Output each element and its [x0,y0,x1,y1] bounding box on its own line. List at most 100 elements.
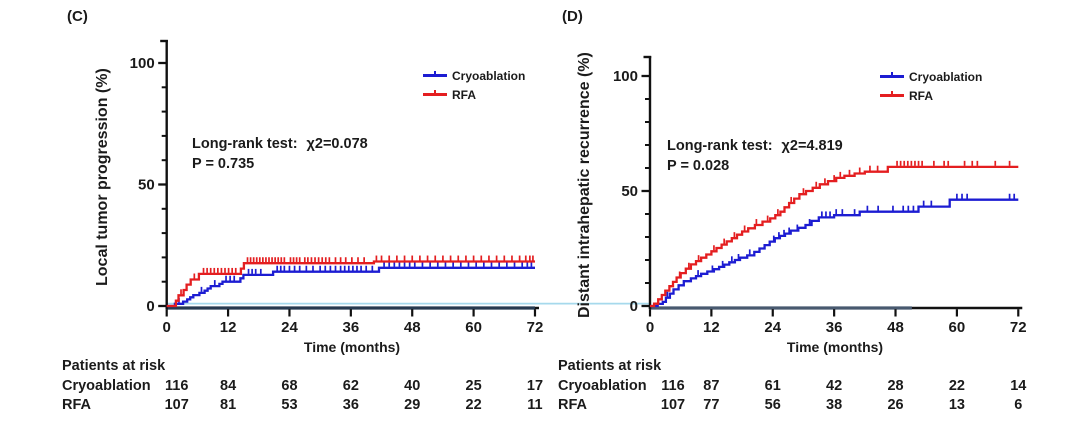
x-tick-label: 36 [826,319,843,336]
at-risk-count: 61 [764,378,781,394]
x-tick-label: 48 [404,319,421,336]
legend-entry-cryoablation: Cryoablation [423,66,525,85]
at-risk-count: 11 [527,397,543,413]
test-label: Long-rank test: [192,136,298,152]
p-value: P = 0.028 [667,158,730,174]
y-tick-label: 100 [613,68,638,85]
panel-C-plot: 0 12 24 36 48 60 72 0 50 100 [130,39,544,336]
at-risk-count: 107 [164,397,189,413]
rfa-line-icon [880,91,904,97]
legend: Cryoablation RFA [880,67,982,105]
x-tick-label: 0 [163,319,171,336]
at-risk-count: 116 [661,378,685,394]
x-tick-label: 48 [887,319,904,336]
at-risk-count: 116 [164,378,189,394]
at-risk-count: 56 [764,397,781,413]
y-tick-label: 50 [621,183,638,200]
censor-ticks-rfa [678,160,1011,277]
x-tick-label: 12 [220,319,237,336]
curve-cryoablation [166,266,535,308]
at-risk-count: 68 [281,378,298,394]
at-risk-count: 17 [526,378,544,394]
y-tick-label: 100 [130,55,155,72]
at-risk-count: 6 [1014,397,1023,413]
at-risk-count: 25 [465,378,482,394]
chi-square-value: χ2=4.819 [781,138,843,154]
y-tick-label: 0 [146,298,154,315]
at-risk-count: 107 [660,397,686,413]
at-risk-count: 22 [465,397,482,413]
y-tick-labels: 0 50 100 [613,68,638,315]
at-risk-count: 14 [1010,378,1027,394]
at-risk-row-label-rfa: RFA [558,397,587,413]
at-risk-count: 28 [887,378,904,394]
at-risk-count: 38 [826,397,843,413]
panel-label: (D) [562,8,583,25]
at-risk-count: 36 [342,397,359,413]
x-tick-label: 36 [342,319,359,336]
chi-square-value: χ2=0.078 [306,136,368,152]
legend-entry-cryoablation: Cryoablation [880,67,982,86]
at-risk-count: 87 [703,378,720,394]
y-tick-label: 50 [138,177,155,194]
at-risk-row-label-cryoablation: Cryoablation [558,378,647,394]
stats-line-1: Long-rank test: χ2=0.078 [192,134,368,154]
x-axis-title: Time (months) [786,339,884,355]
legend-label: RFA [909,88,933,103]
x-tick-label: 72 [527,319,544,336]
legend-label: RFA [452,87,476,102]
y-axis-title: Local tumor progression (%) [94,68,111,286]
cryoablation-line-icon [880,72,904,78]
curve-rfa [166,260,535,308]
at-risk-count: 13 [948,397,965,413]
at-risk-title: Patients at risk [62,358,166,374]
at-risk-count: 42 [826,378,843,394]
at-risk-count: 22 [948,378,965,394]
legend: Cryoablation RFA [423,66,525,104]
at-risk-count: 84 [220,378,237,394]
x-tick-labels: 0 12 24 36 48 60 72 [163,319,544,336]
at-risk-count: 29 [404,397,421,413]
x-tick-label: 60 [949,319,966,336]
x-tick-label: 0 [646,319,654,336]
y-axis [158,39,168,309]
y-axis-title: Distant intrahepatic recurrence (%) [576,52,593,318]
stats-annotation: Long-rank test: χ2=4.819 P = 0.028 [667,136,843,176]
at-risk-count: 77 [703,397,720,413]
legend-label: Cryoablation [452,68,526,83]
x-axis-title: Time (months) [303,339,401,355]
at-risk-count: 26 [887,397,904,413]
legend-entry-rfa: RFA [880,86,982,105]
x-tick-label: 12 [703,319,720,336]
x-tick-label: 72 [1010,319,1027,336]
x-tick-labels: 0 12 24 36 48 60 72 [646,319,1027,336]
at-risk-row-label-cryoablation: Cryoablation [62,378,151,394]
curve-rfa [650,165,1019,308]
at-risk-count: 62 [342,378,359,394]
rfa-line-icon [423,90,447,96]
stats-annotation: Long-rank test: χ2=0.078 P = 0.735 [192,134,368,174]
cryoablation-line-icon [423,71,447,77]
legend-entry-rfa: RFA [423,85,525,104]
stats-line-1: Long-rank test: χ2=4.819 [667,136,843,156]
at-risk-row-label-rfa: RFA [62,397,91,413]
legend-label: Cryoablation [909,69,983,84]
x-tick-label: 24 [281,319,298,336]
test-label: Long-rank test: [667,138,773,154]
panel-D-plot: 0 12 24 36 48 60 72 0 50 100 [613,55,1027,336]
y-tick-labels: 0 50 100 [130,55,155,315]
x-tick-label: 60 [465,319,482,336]
at-risk-title: Patients at risk [558,358,662,374]
curve-cryoablation [650,198,1019,308]
x-axis [165,306,539,317]
censor-ticks-rfa [180,255,534,295]
censor-ticks-cryoablation [666,193,1016,297]
y-axis [641,55,652,309]
x-axis [648,306,1023,317]
y-tick-label: 0 [630,298,638,315]
x-tick-label: 24 [764,319,781,336]
at-risk-count: 81 [220,397,237,413]
panel-label: (C) [67,8,88,25]
